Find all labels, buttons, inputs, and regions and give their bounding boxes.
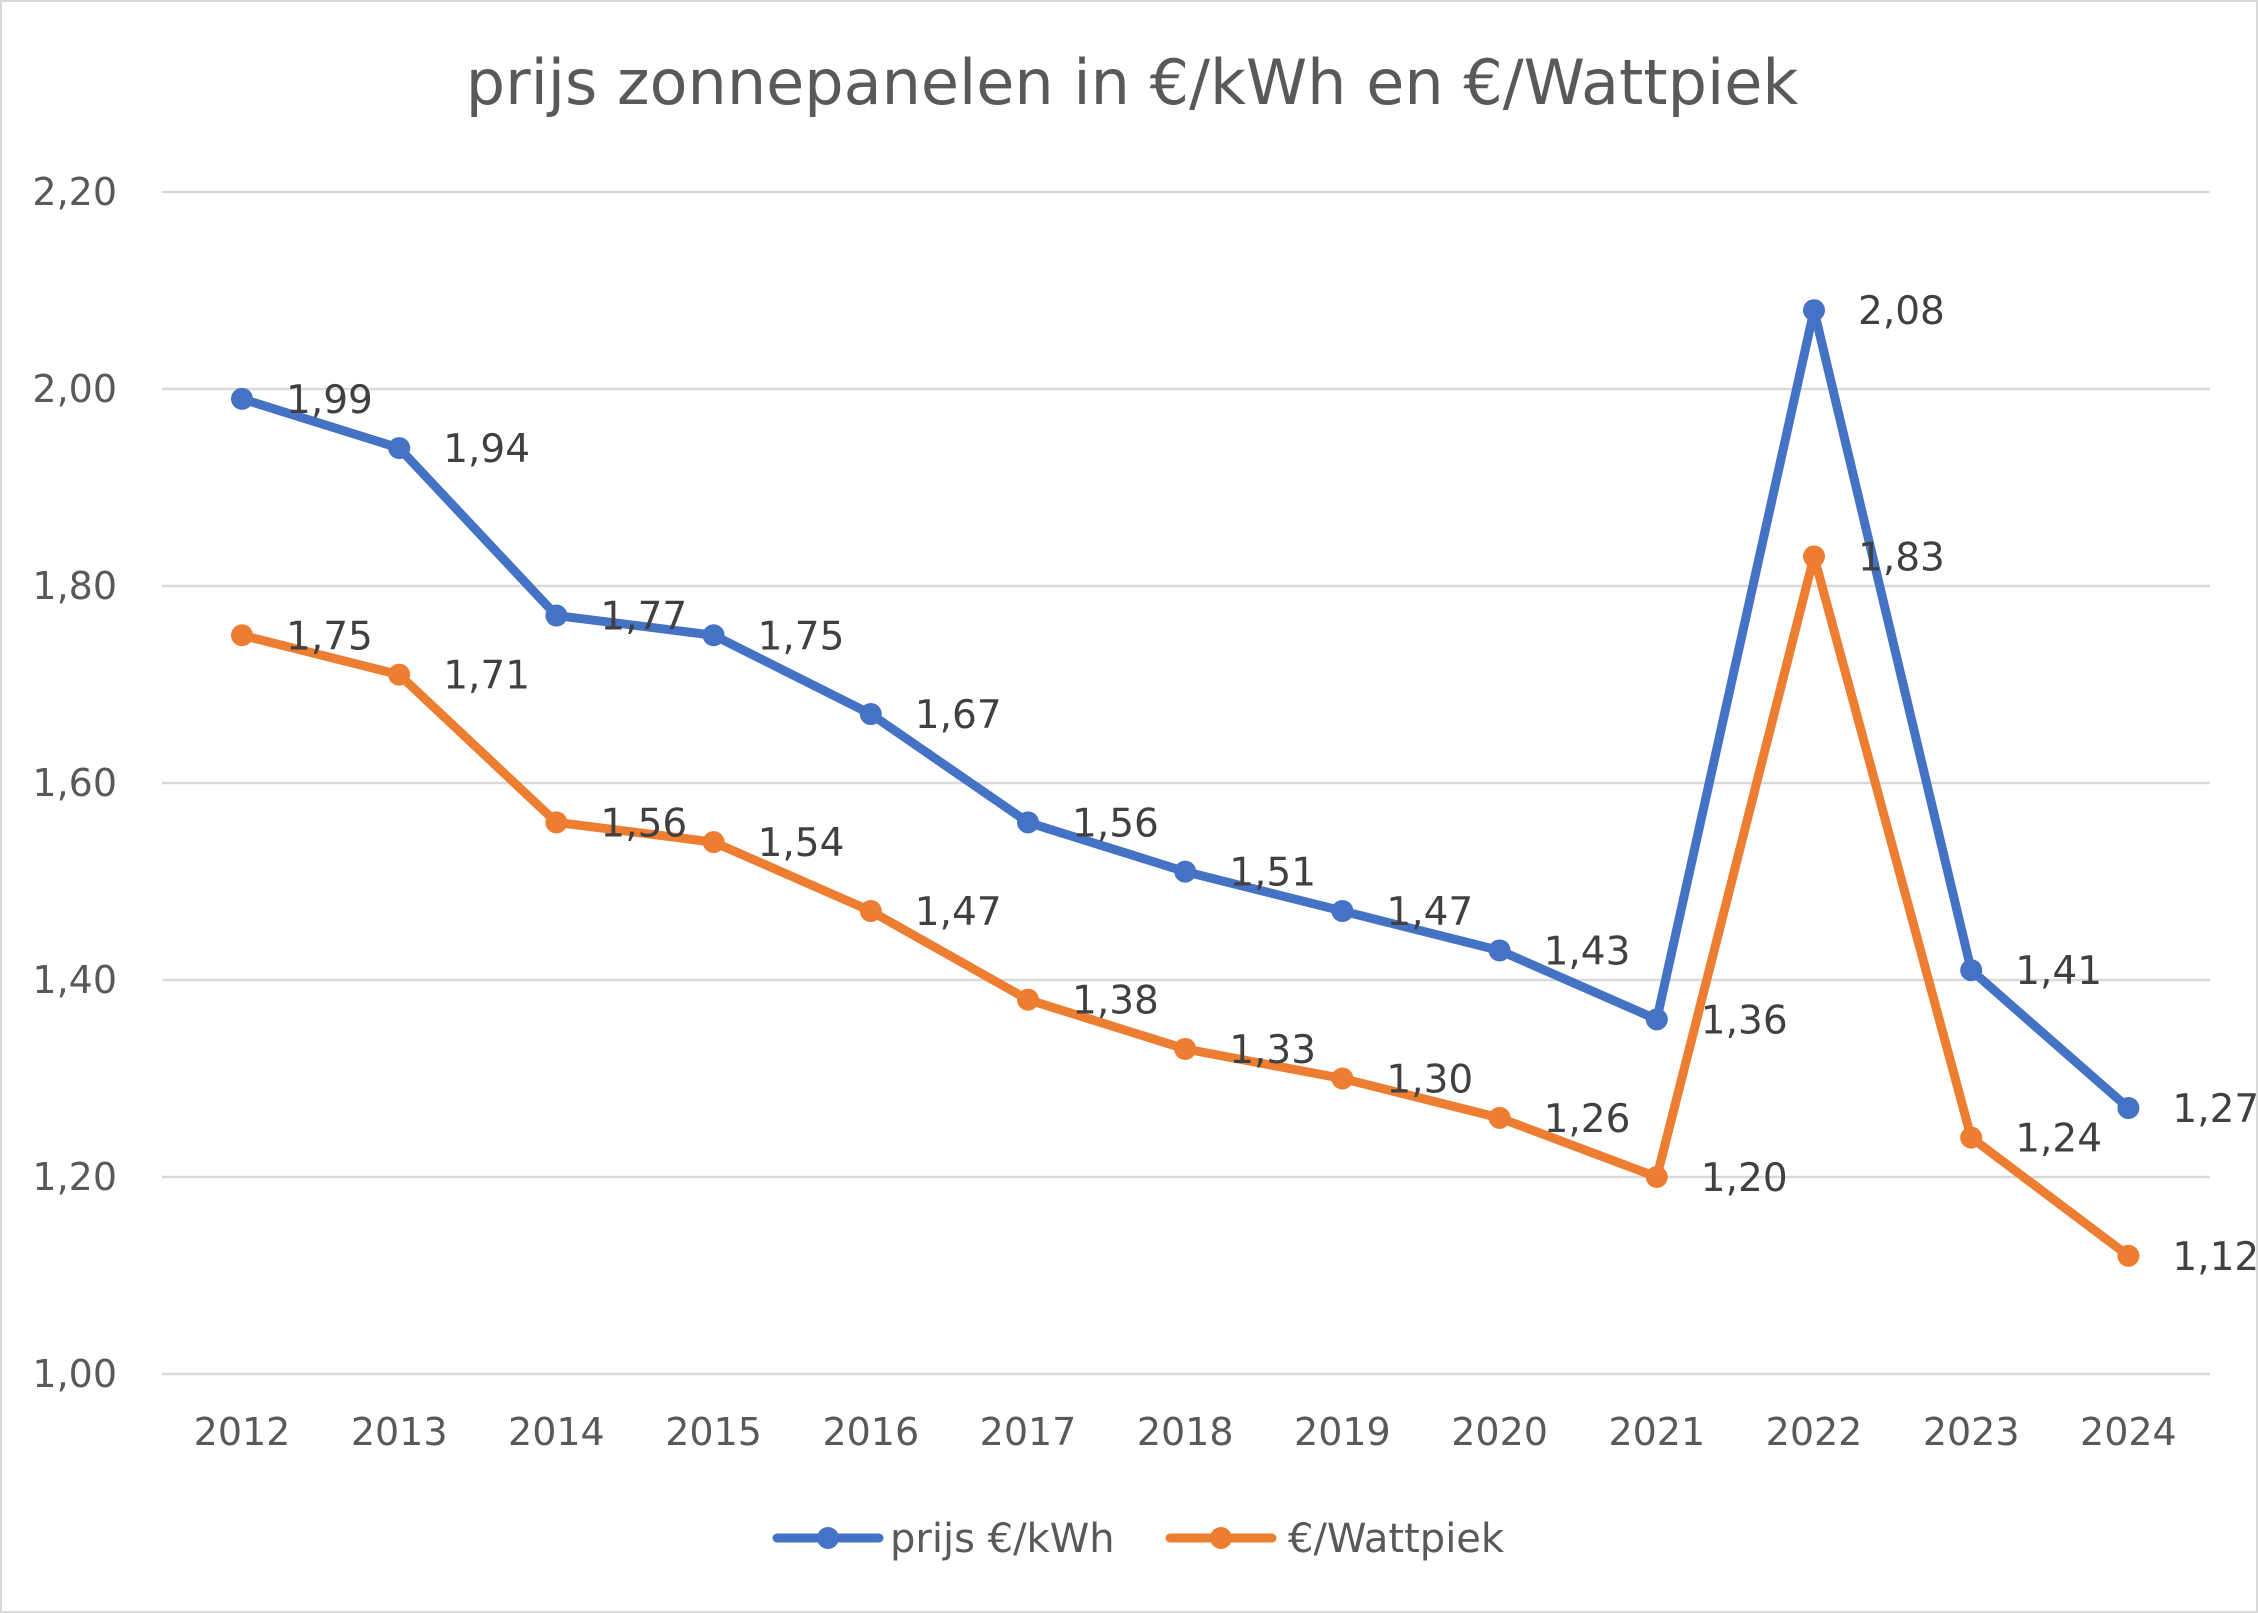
data-point [702, 831, 725, 854]
data-label: 1,83 [1858, 535, 1945, 580]
data-point [1645, 1008, 1668, 1031]
data-label: 2,08 [1858, 289, 1945, 334]
data-point [1488, 939, 1511, 962]
y-tick-label: 1,40 [32, 958, 117, 1002]
data-point [1803, 545, 1825, 568]
data-label: 1,24 [2015, 1117, 2102, 1162]
x-tick-label: 2023 [1923, 1410, 2020, 1454]
data-point [1960, 959, 1983, 982]
data-label: 1,47 [1386, 890, 1473, 935]
data-point [388, 437, 411, 460]
data-point [388, 663, 411, 686]
data-label: 1,54 [758, 821, 845, 866]
y-tick-label: 1,80 [32, 564, 117, 608]
data-label: 1,94 [443, 427, 530, 472]
x-tick-label: 2015 [665, 1410, 762, 1454]
data-label: 1,71 [443, 654, 530, 699]
series-lines [231, 299, 2140, 1267]
data-point [1017, 811, 1039, 834]
x-tick-label: 2018 [1137, 1410, 1234, 1454]
x-tick-label: 2019 [1294, 1410, 1391, 1454]
y-tick-label: 2,00 [32, 367, 117, 411]
legend: prijs €/kWh €/Wattpiek [772, 1516, 1505, 1562]
data-label: 1,36 [1701, 998, 1788, 1043]
x-tick-label: 2024 [2080, 1410, 2177, 1454]
data-label: 1,41 [2015, 949, 2102, 994]
x-tick-label: 2017 [980, 1410, 1077, 1454]
data-point [1645, 1166, 1668, 1188]
legend-marker-1 [817, 1527, 839, 1549]
data-point [1331, 900, 1354, 923]
y-tick-label: 2,20 [32, 170, 117, 214]
data-label: 1,26 [1544, 1097, 1631, 1142]
y-tick-label: 1,60 [32, 761, 117, 805]
data-label: 1,43 [1544, 929, 1631, 974]
data-point [702, 624, 725, 647]
data-label: 1,12 [2172, 1235, 2256, 1280]
data-point [231, 624, 253, 647]
x-tick-label: 2014 [508, 1410, 605, 1454]
x-tick-label: 2016 [822, 1410, 919, 1454]
data-label: 1,75 [758, 614, 845, 659]
data-label: 1,77 [600, 595, 687, 640]
data-labels: 1,99 1,94 1,77 1,75 1,67 1,56 1,51 1,47 1,43 1,36… [286, 289, 2256, 1280]
data-label: 1,75 [286, 614, 373, 659]
data-point [545, 604, 568, 627]
data-point [2117, 1097, 2140, 1120]
x-tick-label: 2022 [1766, 1410, 1863, 1454]
data-label: 1,67 [915, 693, 1002, 738]
data-label: 1,51 [1229, 851, 1316, 896]
data-point [1174, 1037, 1197, 1060]
chart-title: prijs zonnepanelen in €/kWh en €/Wattpie… [466, 46, 1799, 119]
data-label: 1,56 [600, 801, 687, 846]
legend-label-2: €/Wattpiek [1288, 1516, 1505, 1562]
data-point [1488, 1106, 1511, 1129]
legend-marker-2 [1210, 1527, 1232, 1549]
data-label: 1,27 [2172, 1087, 2256, 1132]
data-label: 1,20 [1701, 1156, 1788, 1201]
data-point [231, 387, 253, 410]
data-point [859, 703, 882, 726]
data-label: 1,47 [915, 890, 1002, 935]
data-point [2117, 1244, 2140, 1267]
y-axis: 1,00 1,20 1,40 1,60 1,80 2,00 2,20 [32, 170, 117, 1396]
gridlines [162, 190, 2210, 1376]
data-label: 1,30 [1386, 1058, 1473, 1103]
x-tick-label: 2013 [351, 1410, 448, 1454]
data-point [1803, 299, 1825, 322]
data-point [1960, 1126, 1983, 1149]
x-tick-label: 2021 [1608, 1410, 1705, 1454]
data-point [1331, 1067, 1354, 1090]
legend-label-1: prijs €/kWh [890, 1516, 1115, 1562]
data-label: 1,33 [1229, 1028, 1316, 1073]
data-point [1174, 860, 1197, 883]
data-point [1017, 988, 1039, 1011]
y-tick-label: 1,00 [32, 1352, 117, 1396]
x-axis: 2012 2013 2014 2015 2016 2017 2018 2019 2020 2021… [194, 1410, 2177, 1454]
data-point [545, 811, 568, 834]
x-tick-label: 2020 [1451, 1410, 1548, 1454]
x-tick-label: 2012 [194, 1410, 291, 1454]
data-point [859, 900, 882, 923]
data-label: 1,99 [286, 378, 373, 423]
data-label: 1,38 [1072, 979, 1159, 1024]
y-tick-label: 1,20 [32, 1155, 117, 1199]
data-label: 1,56 [1072, 801, 1159, 846]
